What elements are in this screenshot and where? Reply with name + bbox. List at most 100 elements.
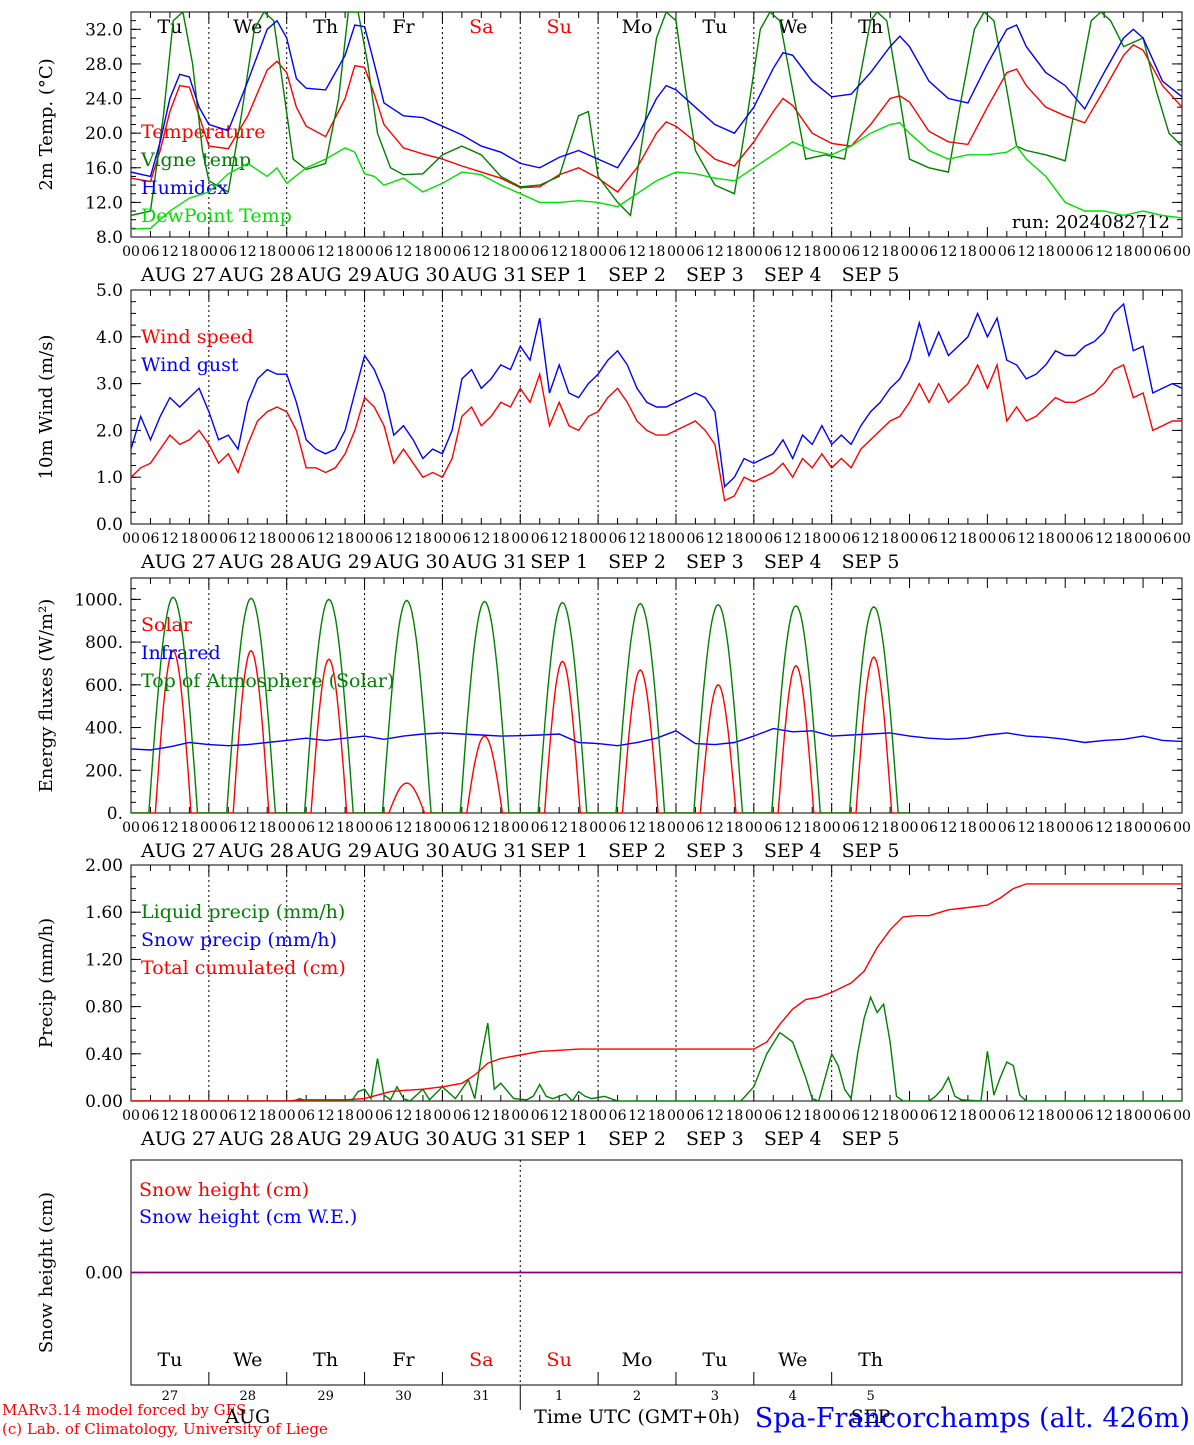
hour-tick-label: 06	[375, 531, 393, 547]
hour-tick-label: 00	[1134, 1108, 1152, 1124]
hour-tick-label: 00	[200, 1108, 218, 1124]
hour-tick-label: 00	[978, 531, 996, 547]
weekday-label-bottom: We	[233, 1349, 262, 1371]
hour-tick-label: 18	[570, 1108, 588, 1124]
date-label: AUG 30	[374, 551, 450, 573]
hour-tick-label: 06	[1076, 1108, 1094, 1124]
y-tick-label: 0.00	[85, 1092, 123, 1112]
weekday-label: Tu	[702, 16, 727, 38]
legend-entry: Vigne temp	[140, 149, 251, 171]
date-label: AUG 28	[218, 1128, 294, 1150]
hour-tick-label: 18	[881, 1108, 899, 1124]
y-tick-label: 200.	[85, 761, 123, 781]
date-label: AUG 31	[451, 551, 527, 573]
hour-tick-label: 06	[687, 531, 705, 547]
date-label: SEP 1	[530, 1128, 588, 1150]
hour-tick-label: 12	[628, 1108, 646, 1124]
legend-entry: Total cumulated (cm)	[141, 957, 346, 979]
hour-tick-label: 06	[375, 1108, 393, 1124]
y-tick-label: 1.60	[85, 903, 123, 923]
hour-tick-label: 00	[511, 244, 529, 260]
hour-tick-label: 00	[1056, 244, 1074, 260]
hour-tick-label: 12	[395, 1108, 413, 1124]
date-label: AUG 29	[296, 840, 372, 862]
hour-tick-label: 12	[239, 531, 257, 547]
hour-tick-label: 06	[375, 244, 393, 260]
y-tick-label: 5.0	[96, 281, 123, 301]
hour-tick-label: 00	[1134, 820, 1152, 836]
weekday-label: Th	[858, 16, 883, 38]
hour-tick-label: 12	[862, 820, 880, 836]
hour-tick-label: 18	[803, 1108, 821, 1124]
hour-tick-label: 00	[667, 531, 685, 547]
date-label: AUG 27	[140, 264, 216, 286]
y-tick-label: 1000.	[74, 590, 123, 610]
hour-tick-label: 06	[142, 531, 160, 547]
hour-tick-label: 18	[1115, 820, 1133, 836]
hour-tick-label: 18	[959, 1108, 977, 1124]
hour-tick-label: 12	[395, 244, 413, 260]
y-tick-label: 2.0	[96, 421, 123, 441]
hour-tick-label: 00	[901, 820, 919, 836]
series-line	[131, 596, 910, 813]
hour-tick-label: 00	[278, 531, 296, 547]
hour-tick-label: 18	[570, 531, 588, 547]
hour-tick-label: 18	[180, 531, 198, 547]
hour-tick-label: 12	[395, 820, 413, 836]
hour-tick-label: 00	[511, 820, 529, 836]
day-number: 27	[162, 1389, 179, 1404]
y-tick-label: 2.00	[85, 856, 123, 876]
hour-tick-label: 00	[433, 1108, 451, 1124]
weekday-label: Su	[547, 16, 572, 38]
date-label: AUG 29	[296, 1128, 372, 1150]
hour-tick-label: 00	[200, 531, 218, 547]
hour-tick-label: 06	[609, 244, 627, 260]
hour-tick-label: 12	[628, 531, 646, 547]
hour-tick-label: 06	[998, 531, 1016, 547]
hour-tick-label: 12	[472, 820, 490, 836]
hour-tick-label: 18	[258, 820, 276, 836]
hour-tick-label: 06	[219, 1108, 237, 1124]
hour-tick-label: 06	[297, 531, 315, 547]
hour-tick-label: 06	[842, 1108, 860, 1124]
hour-tick-label: 00	[433, 820, 451, 836]
hour-tick-label: 06	[219, 244, 237, 260]
date-label: SEP 1	[530, 264, 588, 286]
hour-tick-label: 12	[784, 1108, 802, 1124]
hour-tick-label: 00	[823, 820, 841, 836]
y-tick-label: 0.80	[85, 998, 123, 1018]
date-label: SEP 1	[530, 840, 588, 862]
hour-tick-label: 18	[803, 531, 821, 547]
hour-tick-label: 06	[453, 531, 471, 547]
y-tick-label: 0.40	[85, 1045, 123, 1065]
y-tick-label: 1.20	[85, 950, 123, 970]
date-label: AUG 30	[374, 264, 450, 286]
day-number: 28	[240, 1389, 257, 1404]
hour-tick-label: 18	[648, 244, 666, 260]
weekday-label: Mo	[622, 16, 653, 38]
series-line	[131, 727, 1182, 751]
hour-tick-label: 12	[1095, 244, 1113, 260]
day-number: 2	[633, 1389, 641, 1404]
hour-tick-label: 18	[570, 820, 588, 836]
y-tick-label: 0.	[107, 804, 123, 824]
hour-tick-label: 12	[317, 820, 335, 836]
y-axis-label: Energy fluxes (W/m²)	[36, 599, 57, 793]
hour-tick-label: 06	[764, 1108, 782, 1124]
hour-tick-label: 18	[414, 244, 432, 260]
y-tick-label: 0.0	[96, 515, 123, 535]
hour-tick-label: 06	[453, 820, 471, 836]
hour-tick-label: 00	[589, 244, 607, 260]
hour-tick-label: 00	[978, 1108, 996, 1124]
hour-tick-label: 18	[725, 531, 743, 547]
legend-entry: Top of Atmosphere (Solar)	[141, 670, 394, 692]
hour-tick-label: 00	[278, 820, 296, 836]
hour-tick-label: 00	[901, 244, 919, 260]
weekday-label: Tu	[157, 16, 182, 38]
hour-tick-label: 06	[920, 1108, 938, 1124]
hour-tick-label: 00	[589, 1108, 607, 1124]
hour-tick-label: 18	[1115, 1108, 1133, 1124]
hour-tick-label: 06	[764, 820, 782, 836]
day-number: 31	[473, 1389, 490, 1404]
legend-entry: Wind speed	[141, 326, 253, 348]
